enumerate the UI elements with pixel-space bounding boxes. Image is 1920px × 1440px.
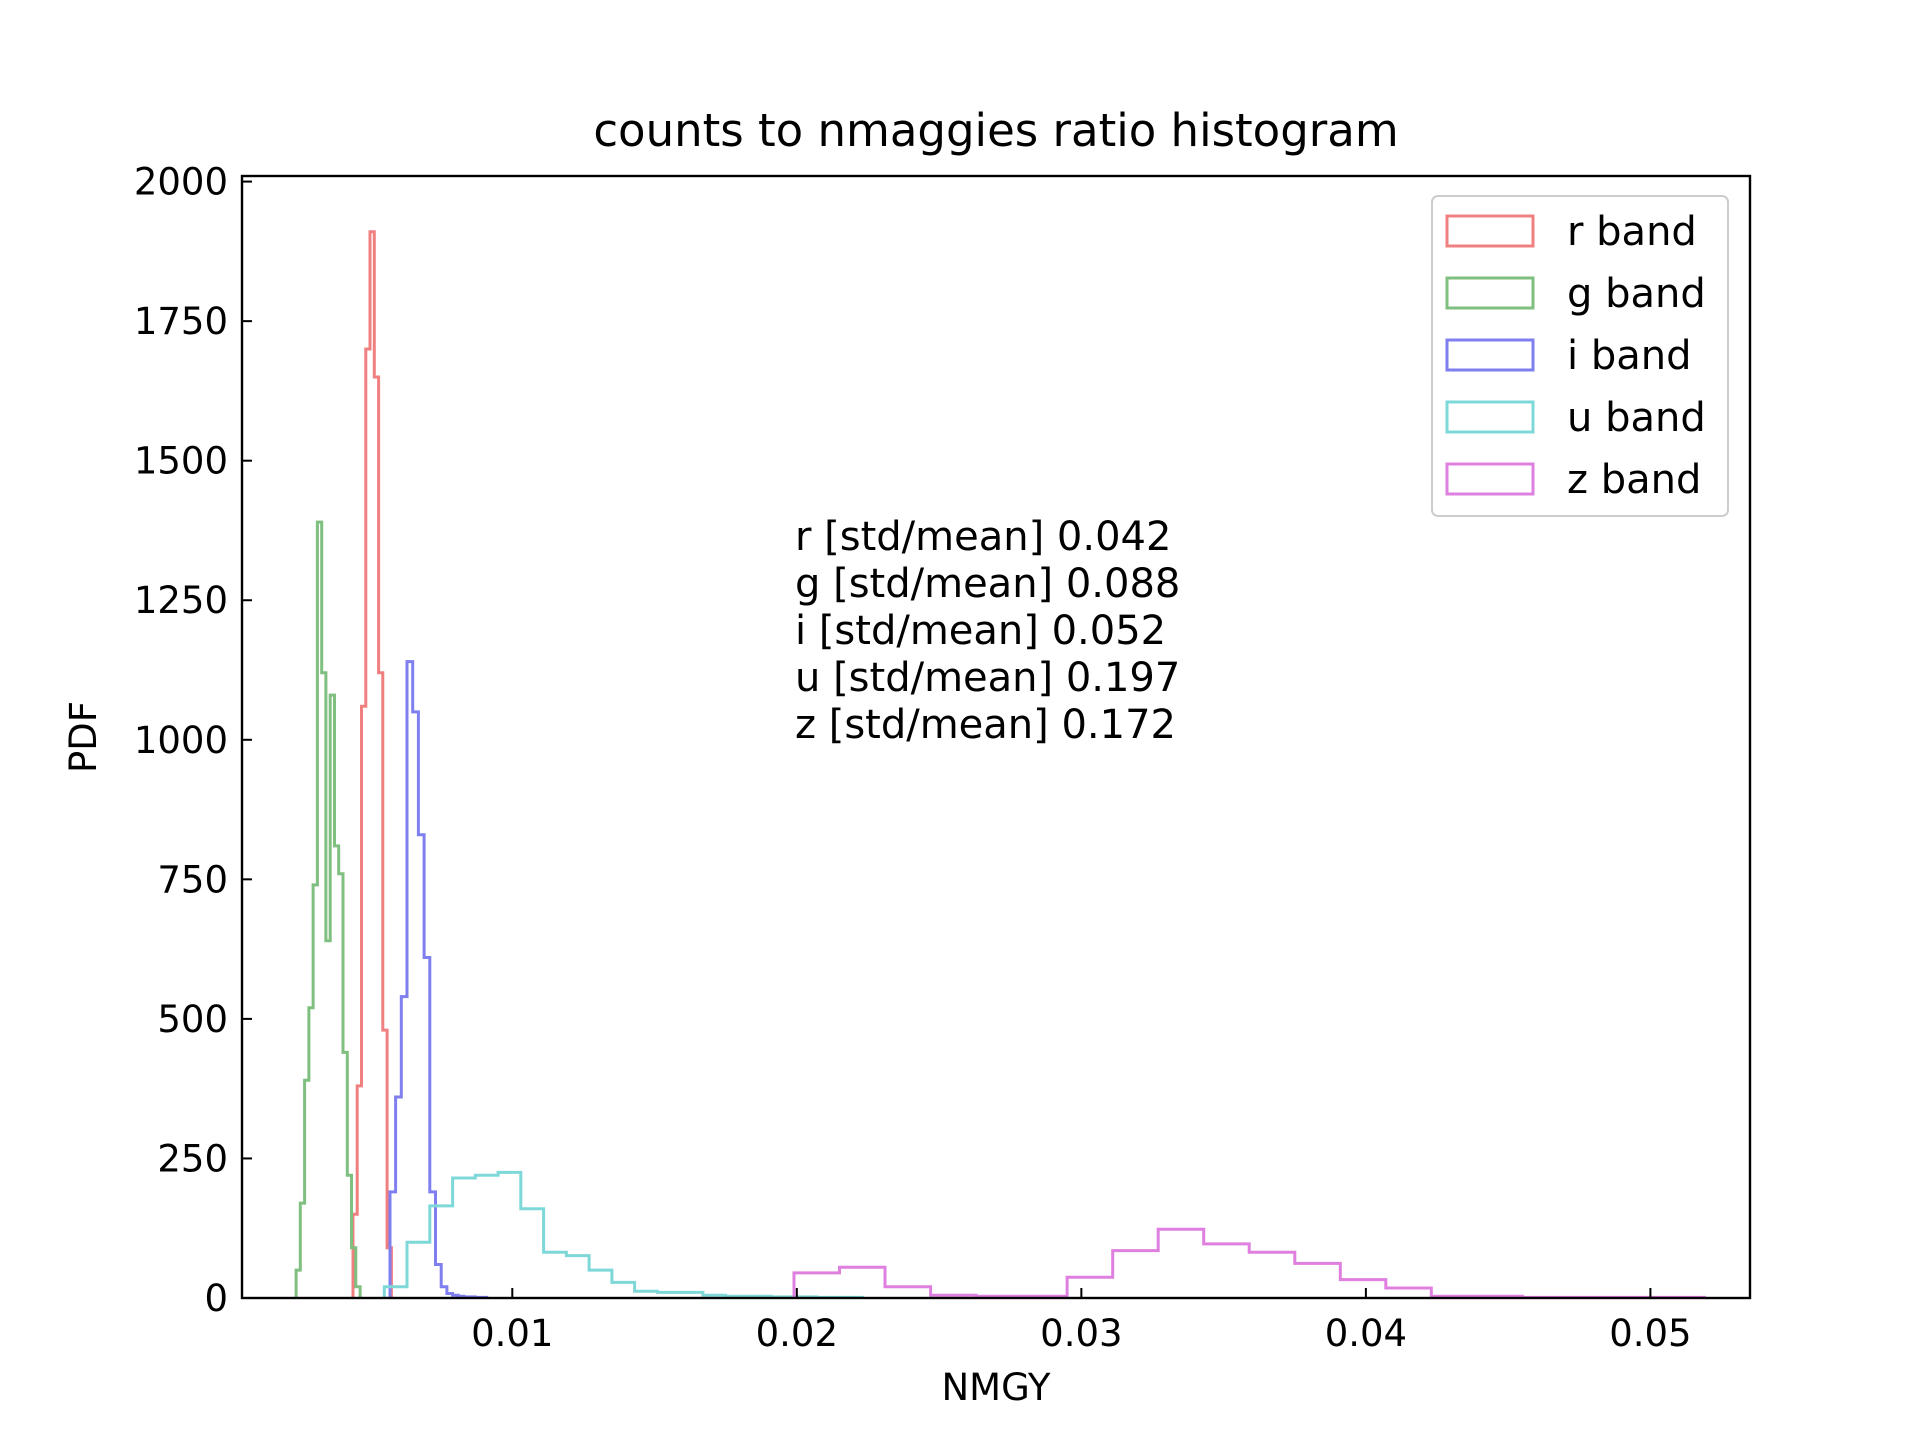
- y-tick-label: 1250: [134, 579, 228, 622]
- legend-label: r band: [1567, 209, 1697, 255]
- stats-annotation-line: u [std/mean] 0.197: [795, 655, 1180, 701]
- legend-label: g band: [1567, 271, 1706, 317]
- histogram-series-u-band: [382, 1170, 864, 1299]
- axis-ticks-layer: 0.01 0.02 0.03 0.04 0.05 0 250 500 750 1000 1250 15…: [134, 161, 1692, 1355]
- x-tick-label: 0.05: [1609, 1312, 1691, 1355]
- legend-label: u band: [1567, 395, 1706, 441]
- stats-annotation-line: g [std/mean] 0.088: [795, 561, 1180, 607]
- x-tick-label: 0.03: [1040, 1312, 1122, 1355]
- y-tick-label: 2000: [134, 161, 228, 204]
- legend: r band g band i band u band z band: [1431, 195, 1729, 517]
- x-axis-label: NMGY: [941, 1366, 1050, 1409]
- legend-swatch: [1445, 214, 1535, 248]
- x-tick-label: 0.02: [756, 1312, 838, 1355]
- x-tick-label: 0.04: [1325, 1312, 1407, 1355]
- y-tick-label: 500: [157, 998, 228, 1041]
- stats-annotation-line: r [std/mean] 0.042: [795, 514, 1171, 560]
- legend-swatch: [1445, 276, 1535, 310]
- legend-label: i band: [1567, 333, 1691, 379]
- chart-title: counts to nmaggies ratio histogram: [593, 104, 1398, 157]
- plot-frame: [240, 174, 1752, 1300]
- x-tick-label: 0.01: [471, 1312, 553, 1355]
- histogram-series-z-band: [792, 1227, 1706, 1299]
- legend-box: [1431, 195, 1729, 517]
- y-tick-label: 1750: [134, 300, 228, 343]
- y-axis-label: PDF: [62, 701, 105, 773]
- y-tick-label: 750: [157, 858, 228, 901]
- y-tick-label: 250: [157, 1137, 228, 1180]
- stats-annotation-line: i [std/mean] 0.052: [795, 608, 1166, 654]
- y-tick-label: 1000: [134, 719, 228, 762]
- histogram-series-g-band: [294, 520, 362, 1298]
- histogram-series-r-band: [351, 230, 393, 1298]
- legend-swatch: [1445, 400, 1535, 434]
- legend-swatch: [1445, 338, 1535, 372]
- stats-annotation-line: z [std/mean] 0.172: [795, 702, 1176, 748]
- y-tick-label: 0: [204, 1277, 228, 1320]
- legend-label: z band: [1567, 457, 1701, 503]
- histogram-series-layer: [294, 230, 1706, 1299]
- y-tick-label: 1500: [134, 440, 228, 483]
- legend-swatch: [1445, 462, 1535, 496]
